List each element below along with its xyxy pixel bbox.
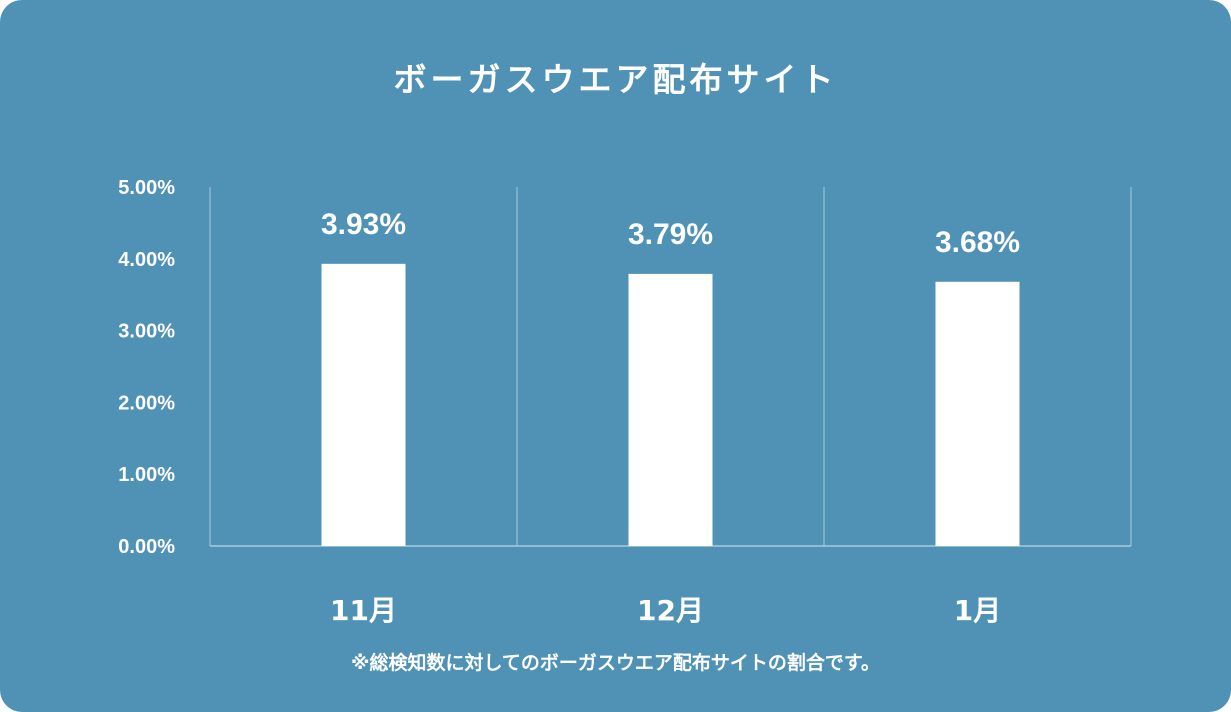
x-tick-label: 12月	[637, 594, 704, 627]
chart-title: ボーガスウエア配布サイト	[393, 60, 838, 99]
chart-footnote: ※総検知数に対してのボーガスウエア配布サイトの割合です。	[350, 652, 880, 674]
y-tick-label: 5.00%	[118, 177, 175, 199]
data-labels: 3.93% 3.79% 3.68%	[321, 208, 1020, 259]
x-tick-label: 11月	[330, 594, 397, 627]
y-axis: 0.00% 1.00% 2.00% 3.00% 4.00% 5.00%	[118, 177, 175, 558]
bar	[935, 281, 1020, 546]
bar	[628, 273, 713, 546]
x-axis: 11月 12月 1月	[330, 594, 1001, 627]
y-tick-label: 2.00%	[118, 392, 175, 414]
bars	[321, 263, 1020, 546]
y-tick-label: 0.00%	[118, 536, 175, 558]
x-tick-label: 1月	[954, 594, 1001, 627]
data-label: 3.68%	[935, 226, 1020, 259]
y-tick-label: 3.00%	[118, 321, 175, 343]
data-label: 3.93%	[321, 208, 406, 241]
data-label: 3.79%	[628, 218, 713, 251]
y-tick-label: 1.00%	[118, 464, 175, 486]
y-tick-label: 4.00%	[118, 249, 175, 271]
bar	[321, 263, 406, 546]
